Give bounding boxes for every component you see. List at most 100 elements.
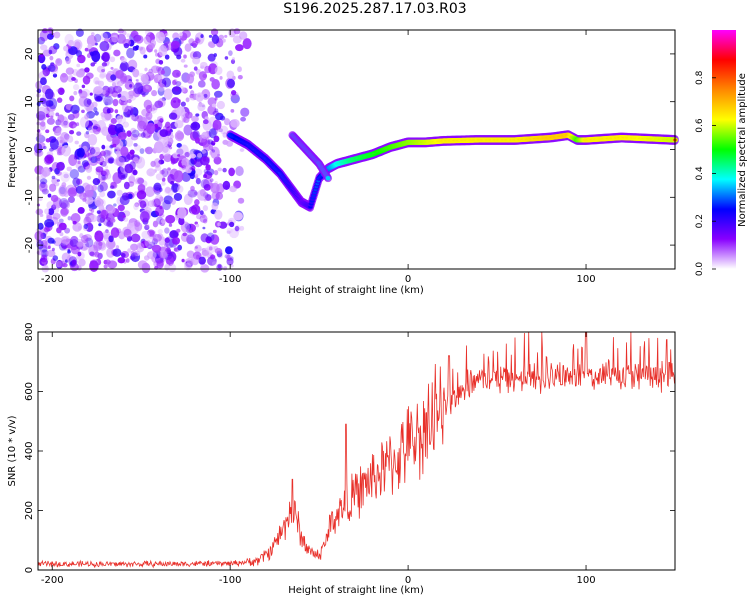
noise-blob	[101, 126, 110, 136]
noise-blob	[210, 254, 216, 260]
noise-blob	[154, 52, 159, 57]
noise-blob	[103, 264, 108, 269]
noise-blob	[202, 226, 206, 230]
noise-blob	[106, 150, 112, 155]
noise-blob	[135, 242, 145, 253]
noise-blob	[214, 247, 223, 254]
noise-blob	[152, 104, 158, 111]
noise-blob	[213, 90, 223, 98]
noise-blob	[94, 251, 100, 258]
noise-blob	[105, 165, 109, 169]
noise-blob	[56, 161, 65, 171]
noise-blob	[105, 229, 109, 234]
noise-blob	[123, 43, 130, 49]
noise-blob	[164, 242, 169, 248]
noise-blob	[145, 186, 155, 198]
noise-blob	[214, 66, 223, 75]
noise-blob	[82, 240, 87, 245]
noise-blob	[174, 247, 180, 252]
noise-blob	[146, 224, 150, 228]
noise-blob	[127, 90, 136, 97]
noise-blob	[99, 40, 110, 52]
noise-blob	[146, 122, 156, 135]
noise-blob	[112, 98, 119, 107]
noise-blob	[144, 147, 150, 153]
noise-blob	[90, 208, 95, 213]
noise-blob	[42, 187, 47, 194]
noise-blob	[148, 68, 154, 74]
noise-blob	[226, 140, 234, 147]
noise-blob	[127, 99, 132, 104]
noise-blob	[101, 62, 108, 67]
noise-blob	[224, 34, 228, 38]
noise-blob	[77, 206, 85, 214]
snr-ytick-label: 200	[24, 501, 35, 520]
noise-blob	[183, 116, 190, 124]
noise-blob	[177, 244, 183, 251]
noise-blob	[190, 255, 200, 266]
noise-blob	[168, 112, 178, 120]
noise-blob	[198, 256, 206, 265]
noise-blob	[130, 127, 137, 134]
noise-blob	[231, 57, 236, 61]
noise-blob	[175, 81, 182, 87]
noise-blob	[161, 77, 172, 88]
noise-blob	[143, 54, 148, 59]
noise-blob	[140, 132, 146, 138]
noise-blob	[130, 233, 141, 243]
noise-blob	[165, 214, 176, 224]
noise-blob	[205, 164, 211, 171]
noise-blob	[35, 111, 46, 121]
noise-blob	[41, 188, 49, 195]
noise-blob	[101, 69, 106, 73]
spectrogram-plot-area	[38, 30, 675, 269]
noise-blob	[204, 116, 209, 121]
noise-blob	[201, 247, 211, 258]
noise-blob	[77, 226, 82, 230]
noise-blob	[44, 88, 54, 100]
noise-blob	[63, 191, 69, 198]
noise-blob	[67, 216, 72, 221]
noise-blob	[89, 260, 99, 272]
noise-blob	[77, 160, 81, 165]
noise-blob	[197, 80, 206, 88]
noise-blob	[210, 182, 220, 194]
noise-blob	[146, 243, 153, 249]
noise-blob	[112, 248, 122, 257]
noise-blob	[67, 39, 75, 46]
noise-blob	[139, 148, 145, 154]
noise-blob	[50, 115, 54, 119]
noise-blob	[42, 28, 48, 34]
noise-blob	[43, 227, 50, 233]
noise-blob	[141, 262, 151, 274]
noise-blob	[114, 109, 119, 114]
noise-blob	[77, 251, 82, 257]
noise-blob	[222, 132, 227, 138]
noise-blob	[41, 99, 51, 108]
noise-blob	[157, 82, 166, 92]
noise-blob	[141, 230, 150, 239]
noise-blob	[217, 222, 221, 227]
noise-blob	[174, 130, 185, 142]
noise-blob	[48, 111, 55, 117]
noise-blob	[172, 79, 177, 86]
noise-blob	[195, 254, 200, 260]
noise-blob	[69, 238, 79, 247]
noise-blob	[111, 34, 119, 43]
noise-blob	[202, 119, 209, 125]
noise-blob	[123, 217, 129, 222]
noise-blob	[119, 195, 130, 206]
noise-blob	[41, 64, 47, 70]
noise-blob	[64, 33, 74, 45]
noise-blob	[194, 244, 202, 253]
noise-blob	[52, 212, 61, 220]
noise-blob	[147, 42, 155, 50]
noise-blob	[212, 119, 222, 131]
noise-blob	[49, 55, 54, 61]
noise-blob	[36, 121, 41, 126]
noise-blob	[154, 194, 164, 206]
noise-blob	[129, 105, 134, 110]
noise-blob	[199, 156, 210, 166]
noise-blob	[155, 205, 165, 217]
